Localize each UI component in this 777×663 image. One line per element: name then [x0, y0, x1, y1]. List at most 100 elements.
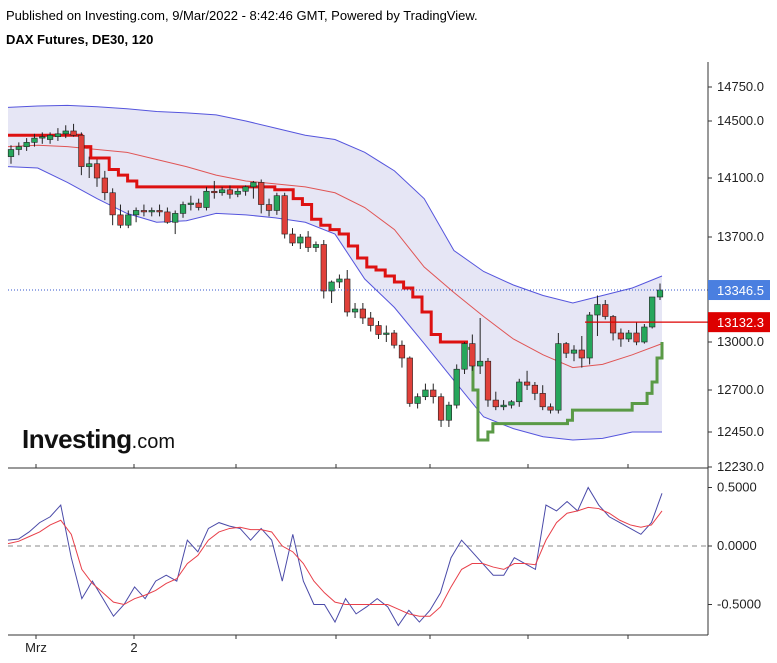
- candle: [453, 364, 460, 409]
- candle: [148, 207, 155, 217]
- candle: [179, 201, 187, 218]
- candle-body: [625, 332, 632, 340]
- candle-body: [133, 210, 140, 216]
- candle-body: [461, 343, 468, 370]
- y-tick-label: 0.5000: [717, 480, 757, 495]
- y-tick-label: 12450.0: [717, 424, 764, 439]
- candle: [422, 383, 429, 401]
- candle-body: [187, 202, 194, 205]
- candle-body: [422, 389, 429, 398]
- candle-body: [125, 214, 132, 226]
- candle: [586, 312, 593, 365]
- candle: [367, 312, 374, 332]
- candle-body: [383, 332, 390, 335]
- candle-body: [367, 317, 374, 326]
- logo-wordmark: Investing: [22, 424, 132, 454]
- candle-body: [265, 204, 273, 211]
- candle: [273, 192, 280, 215]
- candle: [500, 400, 507, 411]
- last-price-label: 13346.5: [717, 283, 764, 298]
- level-tag: [708, 312, 770, 333]
- candle: [328, 280, 335, 303]
- candle-body: [226, 189, 234, 195]
- candle-body: [391, 332, 398, 346]
- candle: [211, 180, 218, 199]
- candle: [101, 170, 108, 201]
- candle: [289, 228, 296, 246]
- candle-body: [563, 343, 570, 354]
- candle-body: [250, 182, 257, 188]
- chart-header: Published on Investing.com, 9/Mar/2022 -…: [6, 8, 478, 48]
- candle: [508, 400, 515, 409]
- candle: [539, 385, 546, 411]
- candle-body: [258, 182, 265, 205]
- candle: [391, 330, 398, 349]
- supertrend-up-line: [468, 342, 664, 442]
- axes: Mrz 2 14750.0 14500.0 14100.0 13700.0 13000.0 1…: [8, 62, 770, 655]
- candle: [93, 159, 101, 187]
- level-label: 13132.3: [717, 315, 764, 330]
- candle-body: [453, 368, 460, 406]
- candle-body: [469, 343, 476, 367]
- x-tick-label: 2: [130, 640, 137, 655]
- candle-body: [164, 211, 171, 223]
- candle: [39, 132, 46, 144]
- candle-body: [62, 130, 69, 135]
- candle-body: [437, 396, 445, 421]
- candle-body: [492, 399, 499, 408]
- candle-body: [46, 134, 54, 140]
- candle: [242, 185, 249, 196]
- candle: [15, 142, 22, 156]
- candle-body: [289, 233, 296, 244]
- candle-body: [414, 396, 421, 404]
- candle-body: [531, 384, 538, 394]
- candle-body: [539, 393, 546, 408]
- candle: [383, 325, 390, 342]
- candle-body: [70, 130, 77, 136]
- candle-body: [445, 404, 452, 421]
- candle: [492, 391, 499, 411]
- candle: [70, 123, 77, 137]
- candle: [54, 128, 62, 141]
- candle-body: [195, 202, 202, 208]
- candle: [109, 188, 116, 226]
- candle: [414, 393, 421, 409]
- oscillator-main-line: [7, 486, 663, 627]
- candle-body: [547, 406, 554, 411]
- candle: [570, 345, 578, 362]
- candle: [140, 204, 148, 217]
- candle: [578, 336, 585, 368]
- candle: [375, 321, 382, 339]
- candle-body: [609, 316, 617, 334]
- candle-body: [140, 210, 148, 213]
- candle: [531, 382, 538, 401]
- last-price-tag: [708, 280, 770, 301]
- candle: [164, 207, 171, 224]
- candle: [547, 403, 554, 414]
- candle: [344, 270, 351, 317]
- candle: [226, 185, 234, 199]
- candle: [265, 198, 273, 217]
- candle-body: [86, 163, 93, 167]
- bollinger-basis-line: [7, 144, 663, 369]
- investing-logo: Investing.com: [22, 424, 175, 455]
- y-tick-label: 0.0000: [717, 538, 757, 553]
- candle: [250, 180, 257, 199]
- published-note: Published on Investing.com, 9/Mar/2022 -…: [6, 8, 478, 23]
- candle-body: [23, 142, 30, 147]
- candle-body: [203, 190, 210, 208]
- candle: [133, 207, 140, 223]
- candle: [187, 195, 194, 211]
- y-tick-label: 12230.0: [717, 459, 764, 474]
- candle: [523, 370, 531, 390]
- y-tick-label: 13000.0: [717, 334, 764, 349]
- candle: [617, 328, 625, 347]
- candle-body: [305, 236, 312, 248]
- candle: [117, 204, 124, 229]
- candle: [156, 204, 163, 217]
- candle: [649, 296, 656, 329]
- candle: [641, 324, 648, 344]
- y-tick-label: 12700.0: [717, 382, 764, 397]
- candle: [594, 295, 601, 336]
